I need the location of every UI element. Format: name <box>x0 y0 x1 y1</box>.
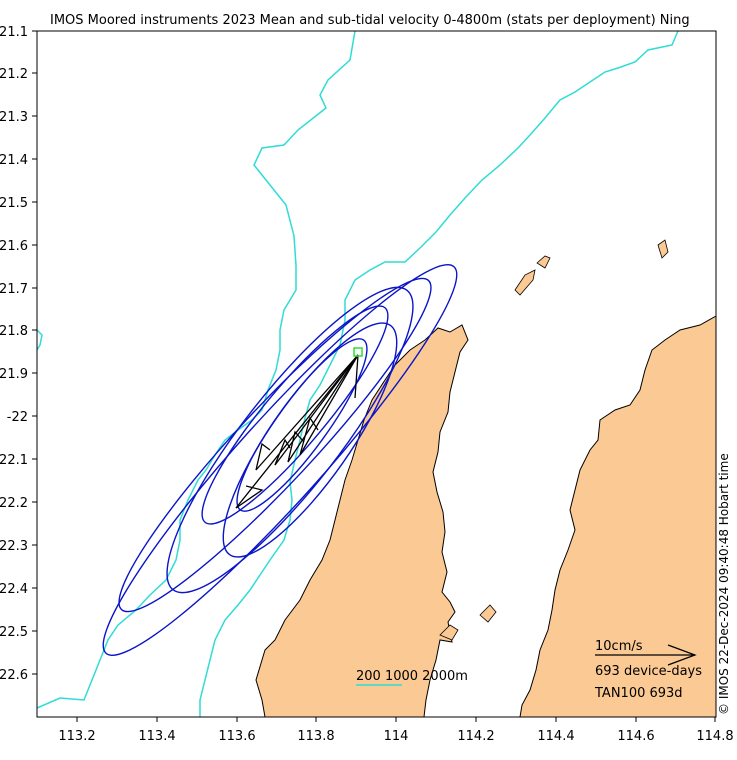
scale-legend: 10cm/s 693 device-days TAN100 693d <box>594 639 702 701</box>
velocity-arrow <box>255 354 359 471</box>
x-tick-label: 113.6 <box>218 729 255 744</box>
scale-arrow-head <box>667 644 697 666</box>
x-tick-label: 114.8 <box>696 729 733 744</box>
x-tick-label: 114.2 <box>457 729 494 744</box>
arrow-head <box>235 485 264 509</box>
device-days-label: 693 device-days <box>595 664 702 679</box>
arrow-head <box>299 416 319 456</box>
isobath-2000 <box>37 329 43 351</box>
y-axis: 21.1 21.2 21.3 21.4 21.5 21.6 21.7 21.8 … <box>0 25 37 683</box>
figure-title: IMOS Moored instruments 2023 Mean and su… <box>50 13 690 28</box>
y-tick-label: 22.4 <box>0 582 28 597</box>
station-label: TAN100 693d <box>594 686 683 701</box>
land-peninsula <box>255 324 469 717</box>
y-tick-label: 21.8 <box>0 324 28 339</box>
velocity-arrow <box>235 354 359 509</box>
velocity-arrow <box>299 354 359 456</box>
depth-legend: 200 1000 2000m <box>356 669 468 686</box>
ellipse-2 <box>118 277 432 613</box>
y-tick-label: 21.1 <box>0 25 28 40</box>
y-tick-label: 22.6 <box>0 668 28 683</box>
y-tick-label: 22.3 <box>0 539 28 554</box>
x-tick-label: 113.8 <box>297 729 334 744</box>
credit-text: © IMOS 22-Dec-2024 09:40:48 Hobart time <box>717 453 731 715</box>
x-tick-label: 114.6 <box>617 729 654 744</box>
y-tick-label: 21.4 <box>0 153 28 168</box>
x-tick-label: 114 <box>384 729 409 744</box>
x-tick-label: 113.4 <box>138 729 175 744</box>
y-tick-label: 21.9 <box>0 367 28 382</box>
ellipse-6 <box>236 338 368 512</box>
ellipse-5 <box>201 305 389 525</box>
y-tick-label: 21.6 <box>0 239 28 254</box>
island <box>657 239 669 259</box>
variance-ellipses <box>102 264 458 656</box>
y-tick-label: 22.1 <box>0 453 28 468</box>
y-tick-label: 21.5 <box>0 196 28 211</box>
isobath-1000 <box>199 31 679 717</box>
y-tick-label: 21.7 <box>0 282 28 297</box>
arrow-head <box>287 430 305 463</box>
y-tick-label: -22 <box>7 410 28 425</box>
y-tick-label: 21.3 <box>0 110 28 125</box>
mooring-marker[interactable] <box>353 347 363 357</box>
depth-legend-label: 200 1000 2000m <box>356 669 468 684</box>
x-tick-label: 113.2 <box>58 729 95 744</box>
island <box>479 604 497 623</box>
scale-label: 10cm/s <box>595 639 643 654</box>
plot-area <box>37 31 716 717</box>
arrow-head <box>255 442 271 471</box>
y-tick-label: 22.2 <box>0 496 28 511</box>
island <box>439 624 459 641</box>
ellipse-3 <box>166 286 414 594</box>
island <box>536 255 551 269</box>
x-axis: 113.2 113.4 113.6 113.8 114 114.2 114.4 … <box>58 717 734 744</box>
axes-frame <box>36 30 717 718</box>
land-mainland <box>519 315 716 717</box>
velocity-arrow <box>287 354 359 463</box>
island <box>514 269 536 296</box>
ellipse-1 <box>102 264 458 656</box>
velocity-arrow <box>354 354 359 399</box>
x-tick-label: 114.4 <box>537 729 574 744</box>
arrow-head <box>274 438 291 466</box>
y-tick-label: 22.5 <box>0 625 28 640</box>
velocity-arrows <box>235 354 359 509</box>
y-tick-label: 21.2 <box>0 67 28 82</box>
